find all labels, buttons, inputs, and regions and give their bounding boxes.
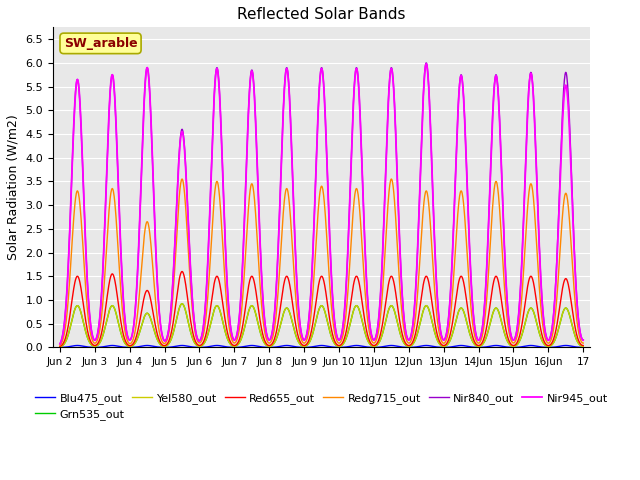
Nir840_out bbox=[231, 337, 239, 343]
Yel580_out bbox=[56, 344, 64, 350]
Yel580_out bbox=[403, 343, 411, 348]
Yel580_out bbox=[472, 342, 479, 348]
Nir840_out bbox=[56, 341, 64, 347]
Yel580_out bbox=[579, 343, 587, 349]
Nir945_out bbox=[579, 337, 587, 343]
Redg715_out bbox=[160, 340, 168, 346]
Nir945_out bbox=[472, 328, 479, 334]
Nir840_out bbox=[172, 208, 180, 214]
Yel580_out bbox=[232, 343, 239, 349]
Line: Redg715_out: Redg715_out bbox=[60, 179, 583, 345]
Red655_out bbox=[403, 342, 411, 348]
Yel580_out bbox=[179, 301, 186, 307]
Redg715_out bbox=[179, 176, 186, 182]
Redg715_out bbox=[472, 335, 479, 341]
Nir945_out bbox=[518, 268, 525, 274]
Blu475_out bbox=[517, 344, 525, 350]
Grn535_out bbox=[232, 343, 239, 349]
Yel580_out bbox=[518, 334, 525, 339]
Y-axis label: Solar Radiation (W/m2): Solar Radiation (W/m2) bbox=[7, 114, 20, 260]
Line: Red655_out: Red655_out bbox=[60, 272, 583, 347]
Red655_out bbox=[579, 343, 587, 348]
Nir840_out bbox=[160, 337, 168, 343]
Nir945_out bbox=[172, 209, 180, 215]
Blu475_out bbox=[172, 343, 180, 349]
Nir840_out bbox=[403, 333, 410, 338]
Red655_out bbox=[172, 297, 180, 303]
Yel580_out bbox=[172, 317, 180, 323]
Grn535_out bbox=[179, 301, 186, 307]
Nir945_out bbox=[56, 341, 64, 347]
Line: Nir840_out: Nir840_out bbox=[60, 63, 583, 344]
Blu475_out bbox=[56, 345, 64, 350]
Red655_out bbox=[56, 344, 64, 349]
Nir840_out bbox=[518, 268, 525, 274]
Red655_out bbox=[160, 343, 168, 348]
Redg715_out bbox=[232, 340, 239, 346]
Red655_out bbox=[518, 325, 525, 331]
Nir840_out bbox=[579, 337, 587, 343]
Title: Reflected Solar Bands: Reflected Solar Bands bbox=[237, 7, 406, 22]
Grn535_out bbox=[56, 344, 64, 350]
Blu475_out bbox=[160, 345, 168, 350]
Nir840_out bbox=[472, 328, 479, 334]
Redg715_out bbox=[403, 338, 411, 344]
Redg715_out bbox=[56, 342, 64, 348]
Yel580_out bbox=[160, 343, 168, 349]
Grn535_out bbox=[403, 343, 411, 348]
Blu475_out bbox=[403, 345, 410, 350]
Grn535_out bbox=[518, 334, 525, 339]
Grn535_out bbox=[172, 317, 180, 323]
Nir840_out bbox=[422, 60, 430, 66]
Grn535_out bbox=[579, 343, 587, 349]
Line: Nir945_out: Nir945_out bbox=[60, 64, 583, 344]
Line: Blu475_out: Blu475_out bbox=[60, 346, 583, 348]
Nir945_out bbox=[403, 333, 410, 338]
Nir945_out bbox=[160, 337, 168, 343]
Legend: Blu475_out, Grn535_out, Yel580_out, Red655_out, Redg715_out, Nir840_out, Nir945_: Blu475_out, Grn535_out, Yel580_out, Red6… bbox=[31, 388, 612, 424]
Blu475_out bbox=[471, 344, 479, 350]
Text: SW_arable: SW_arable bbox=[64, 37, 138, 50]
Redg715_out bbox=[172, 239, 180, 245]
Red655_out bbox=[179, 269, 186, 275]
Redg715_out bbox=[518, 299, 525, 305]
Redg715_out bbox=[579, 340, 587, 346]
Line: Grn535_out: Grn535_out bbox=[60, 304, 583, 347]
Red655_out bbox=[472, 340, 479, 346]
Line: Yel580_out: Yel580_out bbox=[60, 304, 583, 347]
Nir945_out bbox=[231, 337, 239, 343]
Blu475_out bbox=[231, 345, 239, 350]
Nir945_out bbox=[422, 61, 430, 67]
Blu475_out bbox=[562, 343, 570, 348]
Grn535_out bbox=[160, 343, 168, 349]
Grn535_out bbox=[472, 342, 479, 348]
Red655_out bbox=[232, 342, 239, 348]
Blu475_out bbox=[579, 345, 587, 350]
